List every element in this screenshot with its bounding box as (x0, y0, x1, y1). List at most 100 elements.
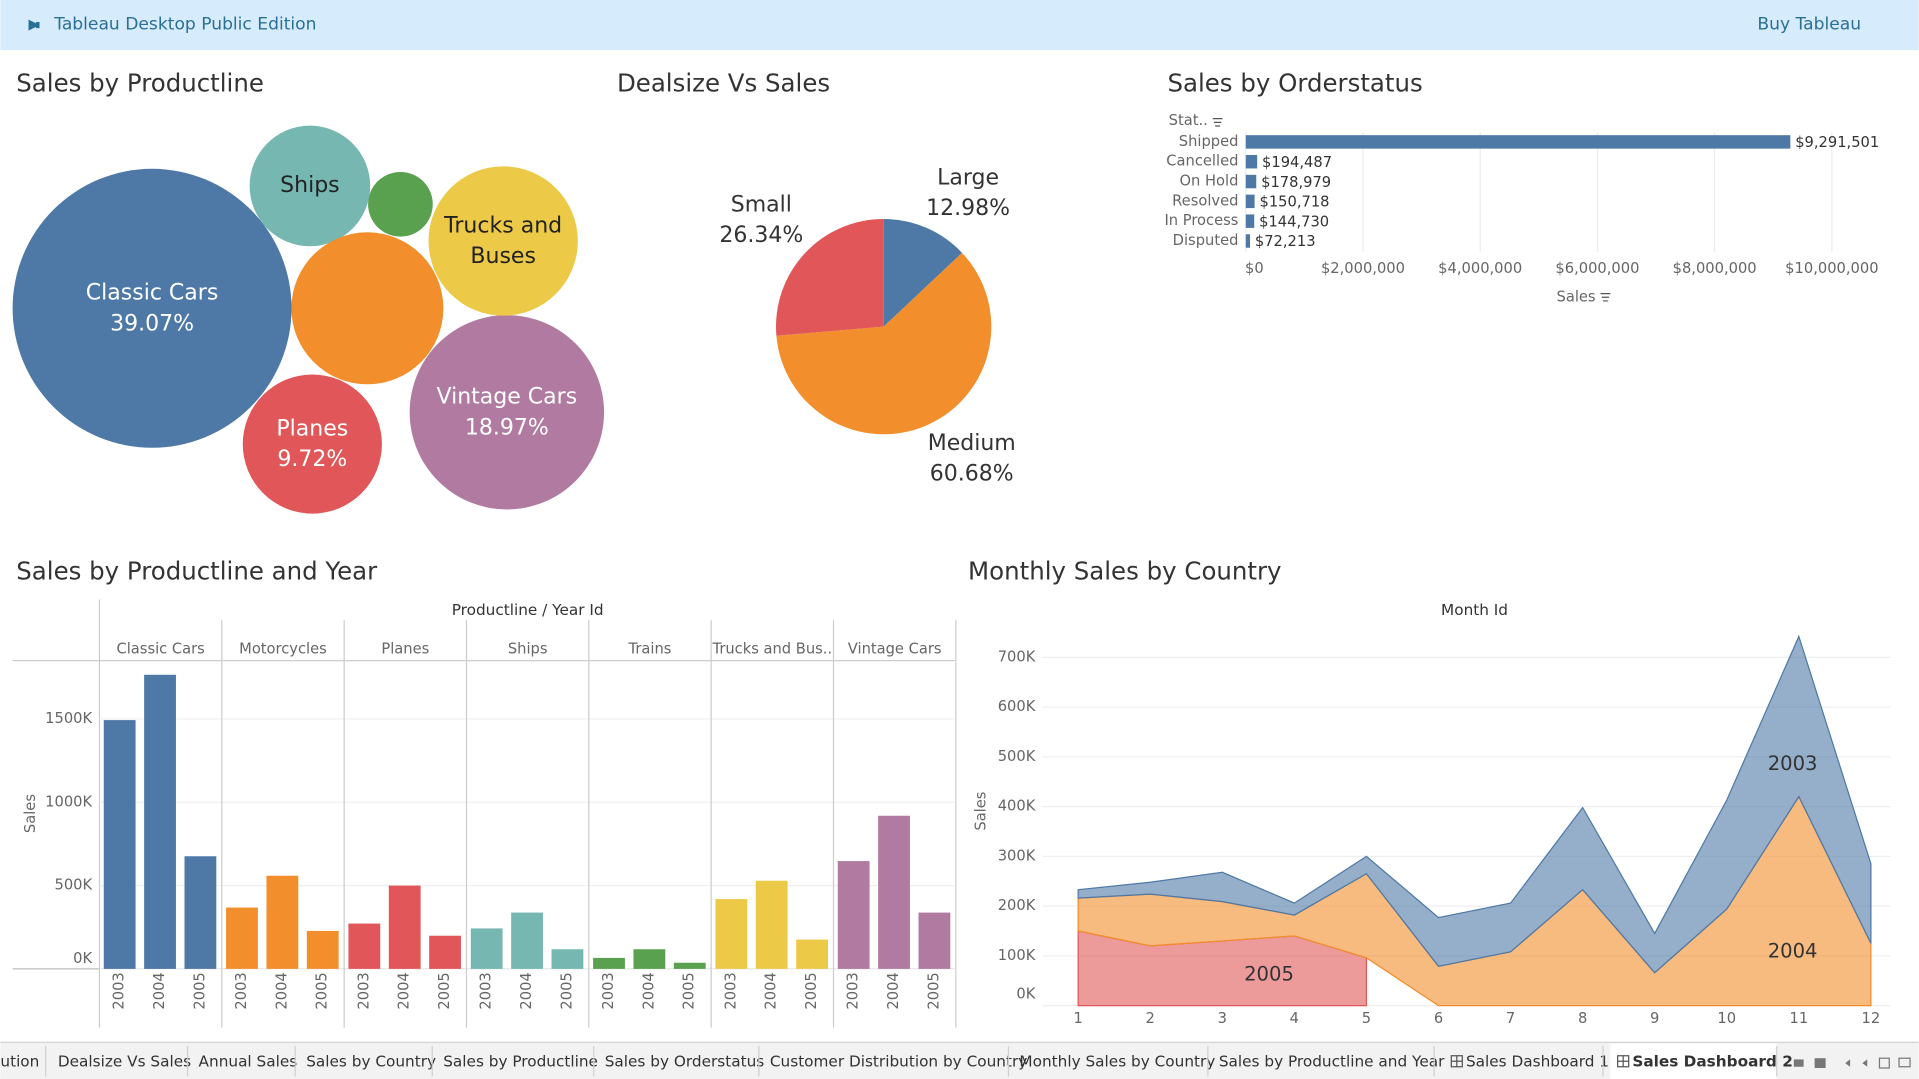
bar (1245, 234, 1250, 248)
control[interactable] (1793, 1059, 1804, 1067)
x-tick-label: 2 (1146, 1010, 1155, 1027)
sheet-tab[interactable]: Sales by Country (306, 1052, 436, 1070)
sheet-tab[interactable]: Dealsize Vs Sales (58, 1052, 191, 1070)
sheet-tab[interactable]: Sales by Productline and Year (1219, 1052, 1445, 1070)
bubble-label: Ships (256, 126, 365, 247)
sheet-tab[interactable]: Sales by Orderstatus (605, 1052, 765, 1070)
x-axis-title: Sales (1557, 288, 1596, 305)
x-tick-label: 2005 (925, 972, 942, 1009)
bubble (291, 232, 444, 385)
sheet-tab[interactable]: Monthly Sales by Country (1019, 1052, 1215, 1070)
bar (878, 815, 910, 969)
control[interactable] (1878, 1057, 1890, 1069)
chart-title: Dealsize Vs Sales (617, 68, 830, 97)
x-tick-label: 2003 (845, 972, 862, 1009)
bar (144, 674, 176, 969)
x-tick-label: 5 (1362, 1010, 1371, 1027)
pie-slice (883, 218, 963, 327)
x-tick-label: 2004 (763, 972, 780, 1009)
x-tick-label: 2005 (681, 972, 698, 1009)
x-tick-label: 2004 (151, 972, 168, 1009)
y-tick-label: Cancelled (1166, 153, 1238, 170)
chart-title: Monthly Sales by Country (968, 557, 1281, 586)
x-tick-label: 10 (1717, 1010, 1736, 1027)
announce-icon (28, 19, 40, 31)
bubble-name: Planes (276, 415, 349, 442)
y-tick-label: 100K (998, 947, 1036, 964)
control[interactable] (1898, 1057, 1911, 1068)
pie-slice (776, 252, 992, 435)
bubble-label: Vintage Cars 18.97% (436, 384, 578, 440)
dashboard-icon (1450, 1055, 1463, 1068)
bubble-name: Vintage Cars (436, 384, 578, 410)
bar (1245, 194, 1255, 209)
bubble-name: Ships (280, 173, 340, 199)
value-label: $194,487 (1262, 154, 1332, 171)
x-tick-label: 3 (1218, 1010, 1227, 1027)
sheet-tab[interactable]: Sales Dashboard 1 (1466, 1052, 1609, 1070)
sheet-tab[interactable]: Annual Sales (199, 1052, 298, 1070)
sheet-tab[interactable]: Sales Dashboard 2 (1632, 1052, 1792, 1070)
bar (1245, 214, 1255, 228)
x-tick-label: 2003 (600, 972, 617, 1009)
area (1077, 634, 1872, 974)
y-tick-label: 700K (998, 648, 1036, 665)
x-tick-label: 2004 (273, 972, 290, 1009)
bubble-label-box: Ships (256, 126, 365, 247)
control[interactable] (1845, 1059, 1868, 1067)
slice-name: Medium (928, 431, 1016, 456)
chart-title: Sales by Productline and Year (16, 557, 378, 586)
x-tick-label: 4 (1290, 1010, 1299, 1027)
bar (673, 962, 706, 969)
bar (226, 907, 258, 969)
x-tick-label: 12 (1862, 1010, 1881, 1027)
bubble (249, 125, 371, 247)
slice-name: Large (937, 166, 999, 191)
panel-label: Vintage Cars (848, 641, 942, 658)
bar (266, 875, 299, 969)
value-label: $150,718 (1259, 194, 1329, 211)
column-header: Productline / Year Id (452, 601, 604, 619)
panel-label: Planes (381, 641, 429, 658)
pie-slice (775, 218, 884, 336)
x-tick-label: 2004 (885, 972, 902, 1009)
bar (633, 949, 666, 969)
buy-button[interactable]: Buy Tableau (1757, 14, 1861, 34)
sort-icon (1600, 292, 1611, 302)
value-label: $178,979 (1261, 174, 1331, 191)
bubble (409, 315, 605, 510)
x-tick-label: $4,000,000 (1438, 260, 1522, 277)
bubble-label: Planes 9.72% (250, 374, 375, 513)
x-tick-label: 6 (1434, 1010, 1443, 1027)
bubble (12, 168, 292, 448)
control[interactable] (1814, 1058, 1826, 1068)
bubble (428, 166, 578, 316)
bubble (242, 374, 382, 514)
x-tick-label: 2003 (355, 972, 372, 1009)
bar (1245, 174, 1257, 189)
x-tick-label: $10,000,000 (1785, 260, 1878, 277)
bar (837, 861, 870, 969)
bubble (368, 171, 433, 237)
bar (470, 928, 503, 969)
bubble-label-box: Planes 9.72% (250, 374, 375, 513)
sheet-tab[interactable]: ution (0, 1052, 39, 1070)
bubble-value: 39.07% (110, 310, 195, 337)
y-tick-label: 1000K (45, 793, 92, 810)
panel-label: Ships (508, 641, 548, 658)
sheet-tab[interactable]: Sales by Productline (443, 1052, 598, 1070)
bar (1245, 154, 1258, 169)
panel-label: Trains (628, 641, 672, 658)
bar (755, 880, 788, 969)
y-tick-label: 500K (998, 748, 1036, 765)
bar (918, 912, 951, 969)
y-axis-title: Sales (973, 792, 990, 831)
sheet-tab[interactable]: Customer Distribution by Country (770, 1052, 1027, 1070)
dashboard-icon (1617, 1055, 1630, 1068)
bar (593, 957, 625, 969)
bubble-label: Trucks and Buses (444, 213, 562, 269)
y-tick-label: On Hold (1180, 173, 1239, 190)
bar (1245, 135, 1791, 149)
y-header: Stat.. (1169, 112, 1208, 129)
y-tick-label: 500K (54, 877, 92, 894)
